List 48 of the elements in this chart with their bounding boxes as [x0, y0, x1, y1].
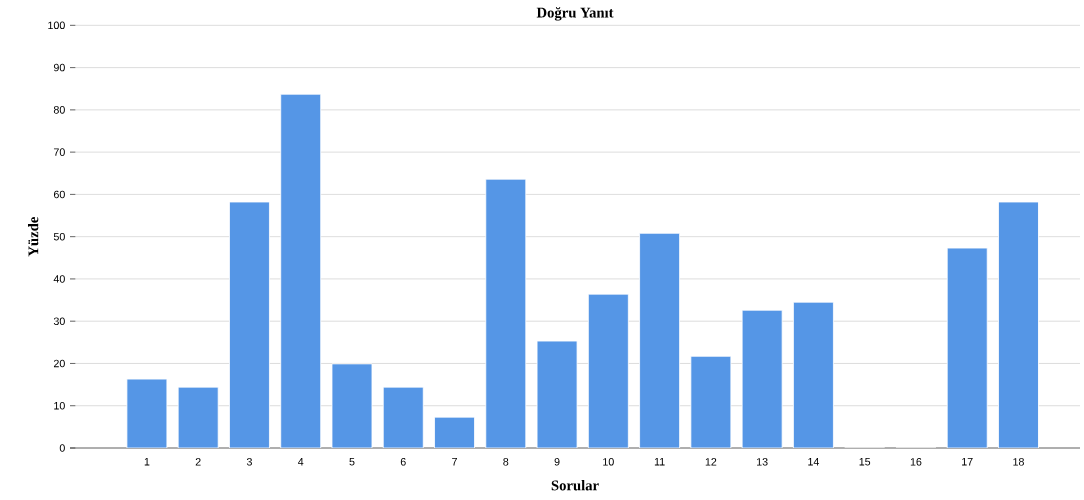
- y-tick-label: 100: [48, 21, 65, 30]
- x-tick-label: 11: [654, 458, 665, 466]
- x-tick-label: 12: [705, 458, 717, 466]
- y-tick-label: 90: [53, 63, 65, 72]
- bar: [690, 355, 732, 448]
- bar: [639, 232, 680, 448]
- x-tick-label: 7: [452, 458, 457, 466]
- y-tick-label: 20: [53, 359, 65, 368]
- bar: [793, 301, 834, 448]
- y-tick-label: 70: [53, 148, 65, 156]
- bar: [998, 201, 1039, 448]
- y-tick-label: 0: [59, 444, 65, 452]
- x-tick-label: 9: [554, 458, 560, 466]
- x-tick-label: 2: [195, 458, 201, 466]
- x-tick-label: 6: [400, 458, 406, 466]
- bar: [177, 386, 219, 448]
- x-tick-label: 5: [349, 458, 355, 466]
- y-tick-label: 40: [53, 275, 65, 283]
- y-tick-label: 30: [53, 317, 65, 325]
- y-tick-label: 80: [53, 106, 65, 114]
- bar: [126, 378, 168, 448]
- y-axis-title: Yüzde: [28, 217, 39, 257]
- chart-title: Doğru Yanıt: [536, 7, 614, 21]
- x-tick-label: 14: [808, 458, 820, 466]
- bar: [280, 93, 322, 448]
- y-tick-label: 50: [53, 232, 65, 241]
- x-tick-label: 15: [859, 458, 871, 466]
- bar: [741, 309, 783, 448]
- bar: [946, 247, 988, 448]
- x-tick-label: 18: [1013, 458, 1024, 466]
- y-tick-label: 60: [53, 190, 65, 199]
- x-axis-title: Sorular: [551, 480, 599, 491]
- x-tick-label: 3: [246, 458, 252, 466]
- bar: [382, 386, 424, 448]
- bar: [485, 178, 527, 448]
- x-tick-label: 1: [144, 458, 150, 466]
- x-tick-label: 10: [603, 458, 614, 466]
- x-tick-label: 16: [910, 458, 922, 466]
- bar: [331, 363, 373, 448]
- bar: [536, 340, 578, 448]
- bar: [229, 201, 270, 448]
- bar: [587, 293, 629, 448]
- x-tick-label: 17: [962, 458, 973, 466]
- y-tick-label: 10: [54, 401, 65, 410]
- x-tick-label: 13: [757, 458, 768, 466]
- x-tick-label: 4: [298, 458, 304, 466]
- x-tick-label: 8: [503, 458, 509, 466]
- bar: [434, 416, 475, 448]
